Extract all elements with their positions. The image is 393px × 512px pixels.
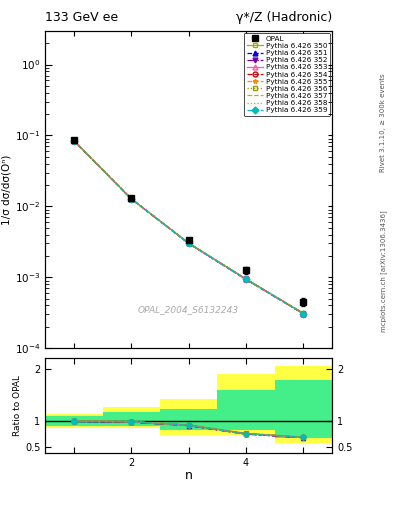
X-axis label: n: n bbox=[185, 470, 193, 482]
Y-axis label: Ratio to OPAL: Ratio to OPAL bbox=[13, 375, 22, 436]
Text: 133 GeV ee: 133 GeV ee bbox=[45, 11, 118, 25]
Legend: OPAL, Pythia 6.426 350, Pythia 6.426 351, Pythia 6.426 352, Pythia 6.426 353, Py: OPAL, Pythia 6.426 350, Pythia 6.426 351… bbox=[244, 33, 330, 116]
Text: γ*/Z (Hadronic): γ*/Z (Hadronic) bbox=[236, 11, 332, 25]
Text: mcplots.cern.ch [arXiv:1306.3436]: mcplots.cern.ch [arXiv:1306.3436] bbox=[380, 210, 387, 332]
Text: Rivet 3.1.10, ≥ 300k events: Rivet 3.1.10, ≥ 300k events bbox=[380, 74, 386, 172]
Y-axis label: 1/σ dσ/dσ(Oⁿ): 1/σ dσ/dσ(Oⁿ) bbox=[2, 154, 12, 225]
Text: OPAL_2004_S6132243: OPAL_2004_S6132243 bbox=[138, 306, 239, 314]
